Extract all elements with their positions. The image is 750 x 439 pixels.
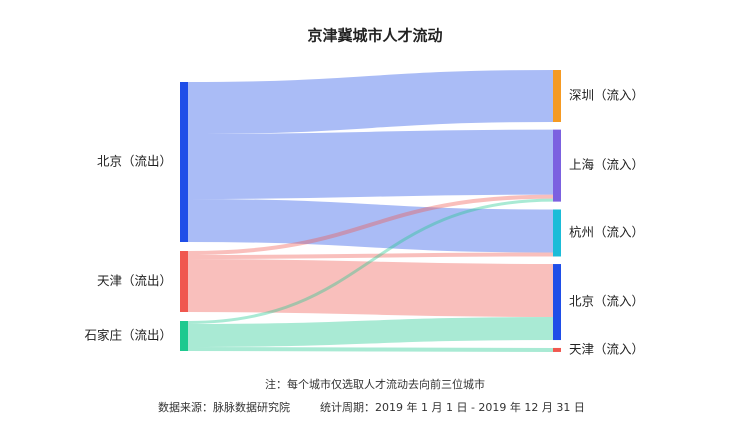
node [553, 264, 561, 341]
node [553, 347, 561, 352]
links [187, 70, 554, 352]
node [180, 321, 188, 351]
node-label: 天津（流出） [97, 273, 172, 288]
chart-title: 京津冀城市人才流动 [307, 27, 442, 45]
node-label: 石家庄（流出） [84, 328, 172, 343]
flow-link [187, 70, 554, 134]
node-label: 北京（流入） [569, 294, 644, 309]
flow-link [187, 259, 554, 318]
node-label: 天津（流入） [569, 341, 644, 356]
flow-link [187, 317, 554, 347]
node-label: 北京（流出） [97, 154, 172, 169]
flow-link [187, 347, 554, 352]
node-label: 深圳（流入） [569, 88, 644, 103]
note: 数据来源：脉脉数据研究院 [158, 400, 290, 414]
node-label: 上海（流入） [569, 157, 644, 172]
node [553, 209, 561, 257]
node [553, 129, 561, 202]
flow-link [187, 129, 554, 199]
flow-link [187, 199, 554, 253]
node [553, 70, 561, 122]
note: 注：每个城市仅选取人才流动去向前三位城市 [265, 377, 485, 391]
flow-link [187, 198, 554, 324]
flow-link [187, 194, 554, 255]
flow-link [187, 252, 554, 259]
node [180, 82, 188, 242]
note: 统计周期：2019 年 1 月 1 日 - 2019 年 12 月 31 日 [320, 400, 585, 414]
node-label: 杭州（流入） [569, 224, 644, 239]
node [180, 251, 188, 312]
